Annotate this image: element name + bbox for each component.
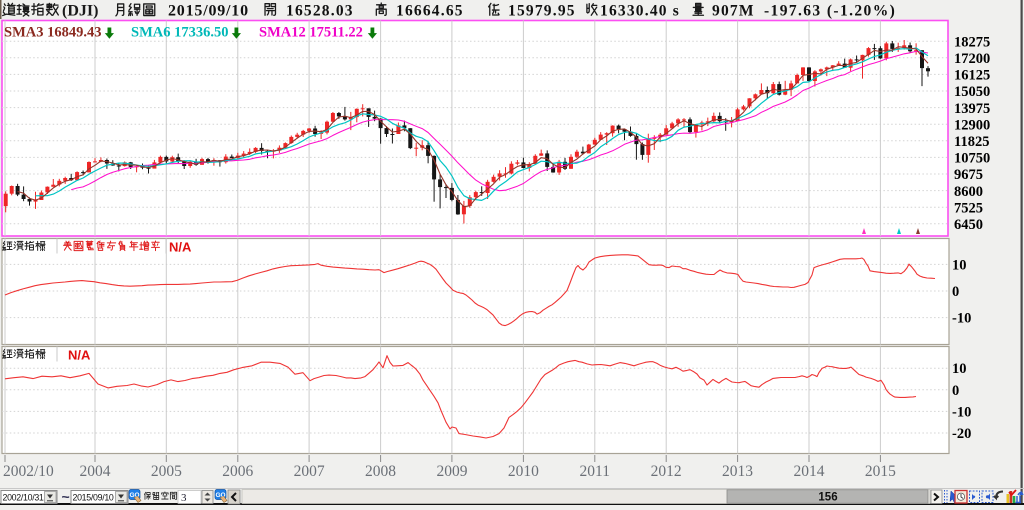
svg-text:156: 156 xyxy=(818,492,837,504)
svg-text:0: 0 xyxy=(952,284,959,300)
svg-text:10: 10 xyxy=(952,361,967,377)
svg-text:2011: 2011 xyxy=(580,463,610,480)
svg-text:2002/10/31: 2002/10/31 xyxy=(3,493,44,503)
svg-text:16330.40 s: 16330.40 s xyxy=(600,3,680,20)
svg-text:2015: 2015 xyxy=(865,463,896,480)
svg-text:3: 3 xyxy=(181,492,187,504)
svg-text:907M: 907M xyxy=(712,3,755,20)
svg-text:18275: 18275 xyxy=(954,34,990,50)
svg-text:13975: 13975 xyxy=(954,101,990,117)
svg-text:2006: 2006 xyxy=(222,463,253,480)
svg-text:2015/09/10: 2015/09/10 xyxy=(168,3,249,20)
svg-text:2004: 2004 xyxy=(79,463,110,480)
svg-text:0: 0 xyxy=(952,383,959,399)
svg-text:2002/10: 2002/10 xyxy=(3,463,54,480)
svg-text:2013: 2013 xyxy=(722,463,753,480)
svg-text:(DJI): (DJI) xyxy=(62,3,98,20)
svg-text:6450: 6450 xyxy=(954,217,983,233)
svg-text:SMA6 17336.50: SMA6 17336.50 xyxy=(131,25,228,41)
svg-text:9675: 9675 xyxy=(954,167,983,183)
svg-text:10750: 10750 xyxy=(954,151,990,167)
svg-text:15979.95: 15979.95 xyxy=(508,3,576,20)
svg-text:-10: -10 xyxy=(952,311,971,327)
svg-text:N/A: N/A xyxy=(169,240,192,255)
svg-text:N/A: N/A xyxy=(68,348,91,363)
svg-text:17200: 17200 xyxy=(954,51,990,67)
svg-text:GO: GO xyxy=(129,492,139,499)
svg-text:-20: -20 xyxy=(952,426,971,442)
svg-text:~: ~ xyxy=(62,489,70,505)
svg-text:2007: 2007 xyxy=(294,463,325,480)
svg-text:2015/09/10: 2015/09/10 xyxy=(73,493,114,503)
svg-text:SMA12 17511.22: SMA12 17511.22 xyxy=(259,25,363,41)
svg-text:2014: 2014 xyxy=(793,463,824,480)
svg-text:SMA3 16849.43: SMA3 16849.43 xyxy=(4,25,101,41)
svg-text:2009: 2009 xyxy=(436,463,467,480)
svg-text:8600: 8600 xyxy=(954,184,983,200)
svg-text:-10: -10 xyxy=(952,404,971,420)
svg-text:GO: GO xyxy=(215,492,225,499)
svg-text:10: 10 xyxy=(952,257,967,273)
svg-text:12900: 12900 xyxy=(954,117,990,133)
svg-text:7525: 7525 xyxy=(954,200,983,216)
svg-text:2012: 2012 xyxy=(651,463,682,480)
svg-text:16528.03: 16528.03 xyxy=(286,3,354,20)
svg-text:11825: 11825 xyxy=(954,134,989,150)
svg-text:15050: 15050 xyxy=(954,84,990,100)
svg-text:2008: 2008 xyxy=(365,463,396,480)
svg-text:2010: 2010 xyxy=(508,463,539,480)
svg-text:16125: 16125 xyxy=(954,68,990,84)
svg-text:16664.65: 16664.65 xyxy=(396,3,464,20)
svg-text:2005: 2005 xyxy=(151,463,182,480)
svg-text:-197.63 (-1.20%): -197.63 (-1.20%) xyxy=(764,3,896,20)
